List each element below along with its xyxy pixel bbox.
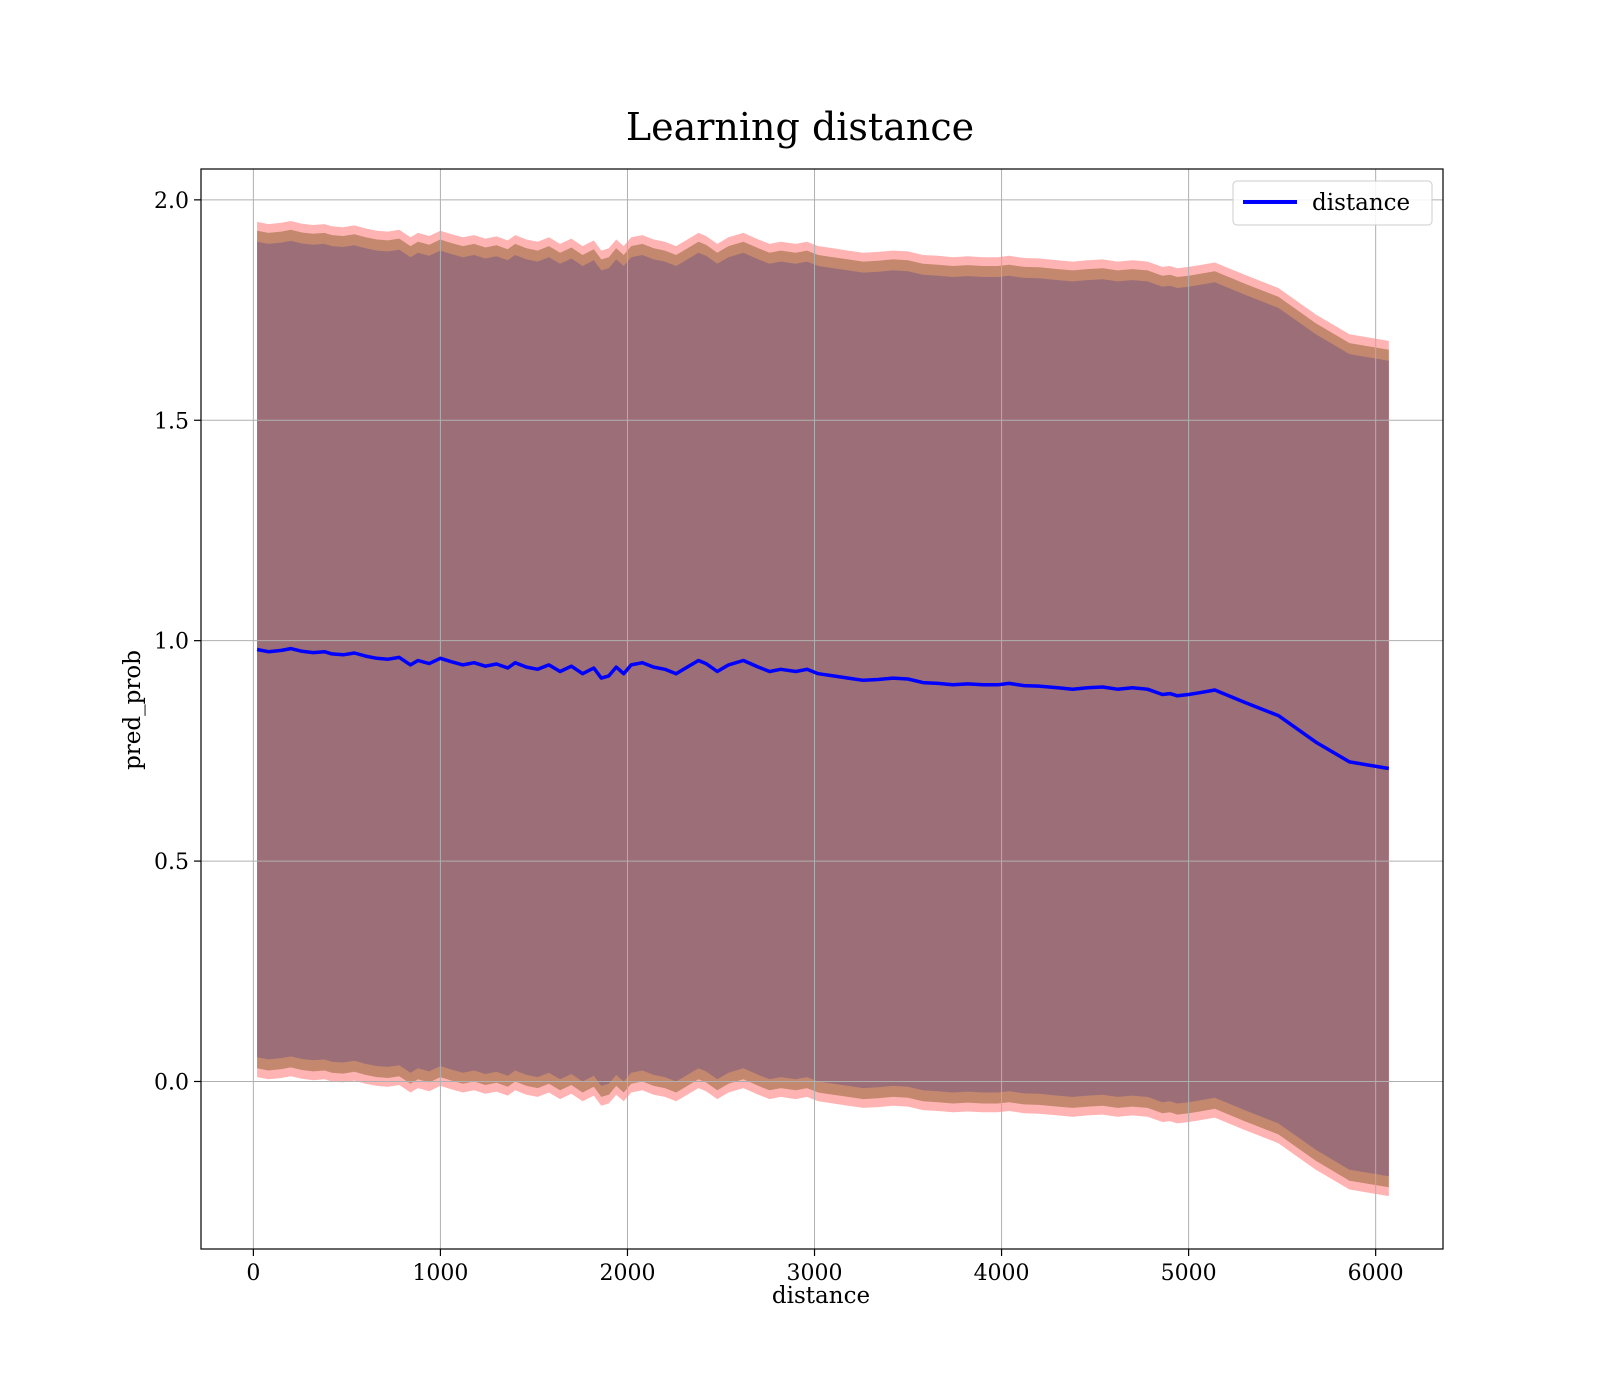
x-tick-label: 4000	[974, 1261, 1030, 1286]
series-lines	[256, 646, 1390, 771]
legend: distance	[1232, 180, 1433, 226]
x-tick-label: 5000	[1161, 1261, 1217, 1286]
x-tick-label: 0	[246, 1261, 260, 1286]
series-line-distance	[256, 646, 1390, 771]
y-axis-label: pred_prob	[120, 650, 146, 770]
x-axis-ticks: 0 1000 2000 3000 4000 5000 6000	[246, 1249, 1404, 1286]
y-axis-ticks: 0.0 0.5 1.0 1.5 2.0	[154, 189, 201, 1095]
band-inner	[257, 240, 1389, 1177]
x-tick-label: 3000	[787, 1261, 843, 1286]
grid	[201, 169, 1443, 1249]
y-tick-label: 1.5	[154, 409, 189, 434]
y-tick-label: 0.0	[154, 1070, 189, 1095]
x-tick-label: 2000	[599, 1261, 655, 1286]
plot-frame	[200, 168, 1444, 1250]
confidence-bands	[257, 221, 1389, 1197]
y-tick-label: 2.0	[154, 189, 189, 214]
legend-label-distance: distance	[1312, 190, 1410, 216]
y-tick-label: 1.0	[154, 630, 189, 655]
y-tick-label: 0.5	[154, 850, 189, 875]
legend-box	[1232, 180, 1433, 226]
chart-title: Learning distance	[626, 105, 974, 149]
x-tick-label: 1000	[412, 1261, 468, 1286]
x-axis-label: distance	[772, 1283, 870, 1309]
x-tick-label: 6000	[1348, 1261, 1404, 1286]
